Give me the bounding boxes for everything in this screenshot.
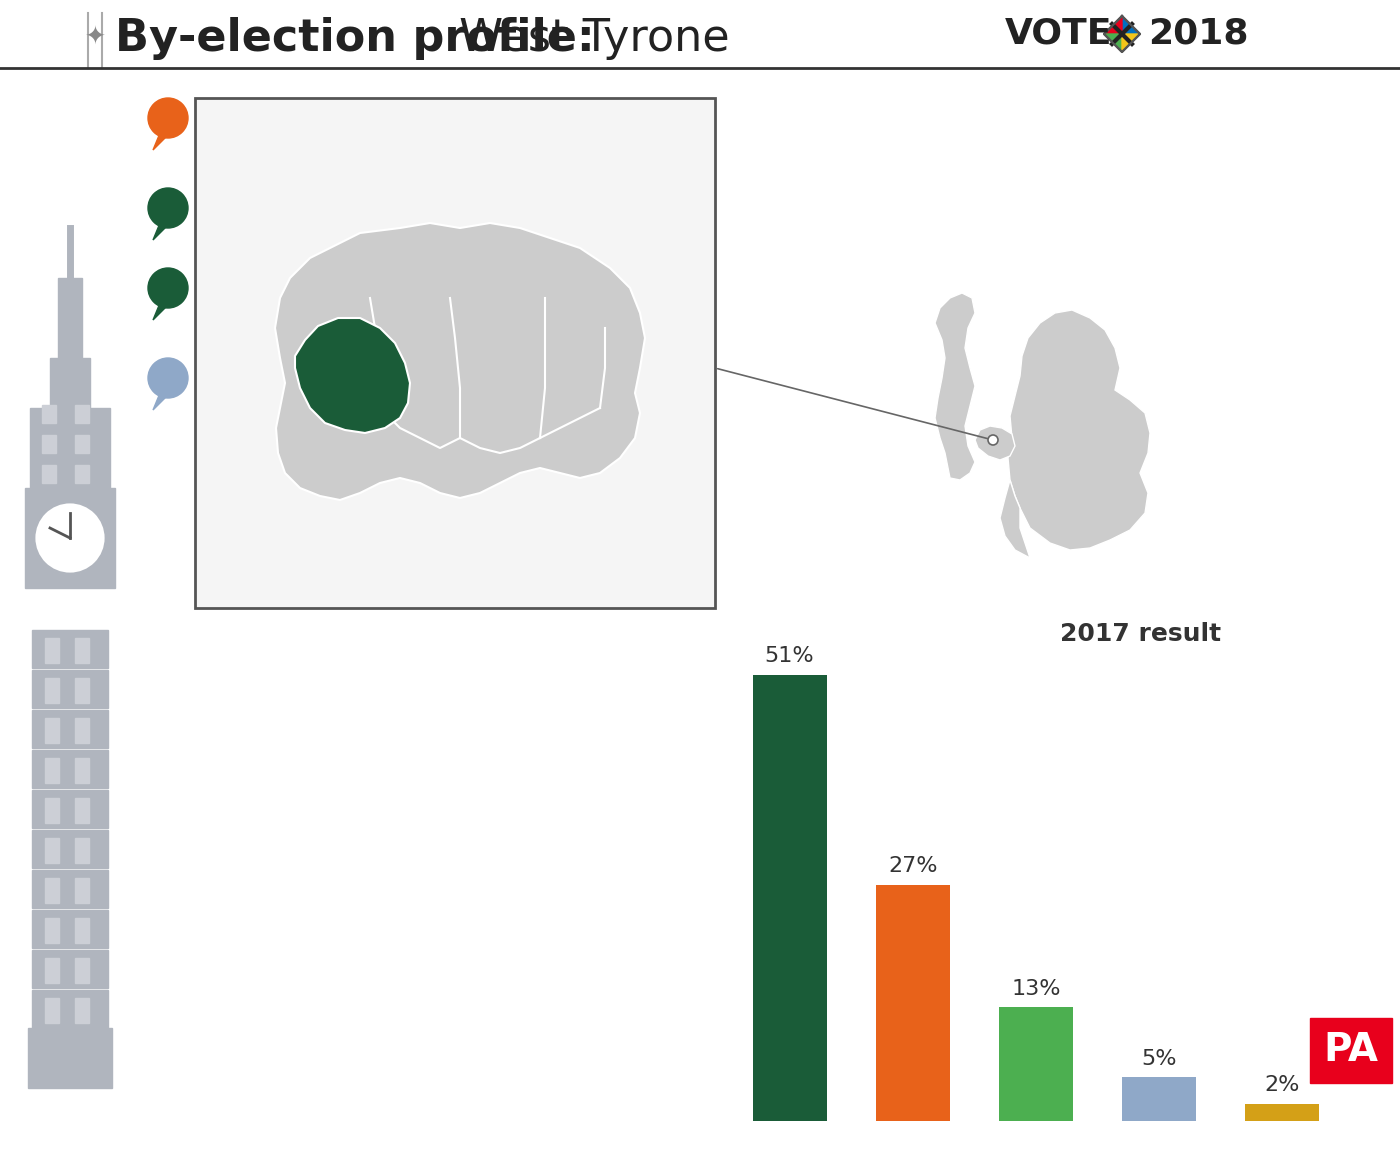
Text: 51%: 51% — [764, 646, 815, 666]
Bar — [32, 830, 108, 868]
Bar — [753, 675, 826, 1121]
Polygon shape — [1000, 480, 1030, 558]
Bar — [196, 99, 714, 607]
Bar — [45, 677, 59, 703]
Circle shape — [148, 98, 188, 138]
Bar — [76, 837, 90, 863]
Text: the DUP to win: the DUP to win — [210, 126, 396, 150]
Text: 2%: 2% — [1264, 1075, 1301, 1096]
Polygon shape — [935, 293, 974, 480]
Bar — [45, 997, 59, 1023]
Bar — [32, 710, 108, 748]
Circle shape — [148, 188, 188, 228]
Text: 27%: 27% — [888, 856, 938, 876]
Polygon shape — [295, 318, 410, 433]
Bar — [76, 798, 90, 823]
Bar — [45, 958, 59, 983]
Text: Sinn Fein has held seat since 2001: Sinn Fein has held seat since 2001 — [210, 281, 644, 305]
Polygon shape — [1121, 34, 1140, 53]
Polygon shape — [153, 133, 169, 150]
Text: Sinn Fein majority at 2017: Sinn Fein majority at 2017 — [210, 192, 540, 215]
Circle shape — [988, 434, 998, 445]
Bar — [32, 950, 108, 988]
Text: By-election profile:: By-election profile: — [115, 16, 595, 60]
Circle shape — [148, 267, 188, 308]
Polygon shape — [1105, 16, 1121, 34]
Bar — [76, 638, 90, 663]
Polygon shape — [153, 223, 169, 239]
Bar — [45, 758, 59, 783]
Polygon shape — [1008, 310, 1149, 550]
Bar — [42, 465, 56, 484]
Bar — [76, 465, 90, 484]
Circle shape — [148, 359, 188, 398]
Text: was: was — [210, 213, 267, 237]
Bar — [1246, 1104, 1319, 1121]
Bar — [45, 798, 59, 823]
Bar — [76, 677, 90, 703]
Text: 10,342: 10,342 — [244, 213, 340, 237]
Text: 2018: 2018 — [1148, 16, 1249, 50]
Text: swing needed by: swing needed by — [272, 104, 493, 128]
Text: PA: PA — [1323, 1031, 1379, 1069]
Bar — [29, 408, 111, 488]
Bar — [1123, 1077, 1196, 1121]
Bar — [76, 434, 90, 453]
Bar — [45, 718, 59, 743]
Bar — [76, 758, 90, 783]
Text: 2017 result: 2017 result — [1060, 623, 1221, 646]
Bar — [45, 638, 59, 663]
Text: West Tyrone: West Tyrone — [445, 16, 729, 60]
Text: 5%: 5% — [1141, 1049, 1177, 1069]
Polygon shape — [1121, 16, 1140, 34]
Bar — [32, 910, 108, 948]
Polygon shape — [62, 278, 78, 298]
Bar — [28, 1028, 112, 1089]
Bar — [25, 488, 115, 588]
Bar — [42, 405, 56, 423]
Text: ✦: ✦ — [84, 26, 105, 50]
Bar — [45, 837, 59, 863]
Bar — [32, 630, 108, 668]
Bar — [32, 990, 108, 1028]
Bar — [76, 878, 90, 903]
Text: from 1997 to 2001: from 1997 to 2001 — [210, 380, 445, 404]
Bar — [76, 405, 90, 423]
Bar — [76, 918, 90, 943]
Polygon shape — [1105, 34, 1121, 53]
Bar — [50, 359, 90, 408]
Bar — [45, 878, 59, 903]
Bar — [45, 918, 59, 943]
Bar — [76, 997, 90, 1023]
Bar — [42, 434, 56, 453]
Bar — [32, 750, 108, 788]
Bar — [876, 885, 949, 1121]
Text: VOTE: VOTE — [1005, 16, 1113, 50]
Bar — [57, 278, 83, 359]
Bar — [195, 98, 715, 609]
Bar — [1000, 1007, 1072, 1121]
Bar — [32, 870, 108, 908]
Bar — [32, 670, 108, 708]
Polygon shape — [153, 392, 169, 410]
Text: 12.0%: 12.0% — [210, 104, 297, 128]
Polygon shape — [274, 223, 645, 500]
Bar — [76, 958, 90, 983]
Bar — [76, 718, 90, 743]
Bar — [1310, 1018, 1392, 1083]
Polygon shape — [974, 426, 1015, 460]
Text: Ulster Unionists held seat: Ulster Unionists held seat — [210, 359, 531, 382]
Text: 13%: 13% — [1011, 979, 1061, 999]
Bar — [32, 790, 108, 828]
Polygon shape — [153, 303, 169, 320]
Circle shape — [34, 502, 106, 573]
